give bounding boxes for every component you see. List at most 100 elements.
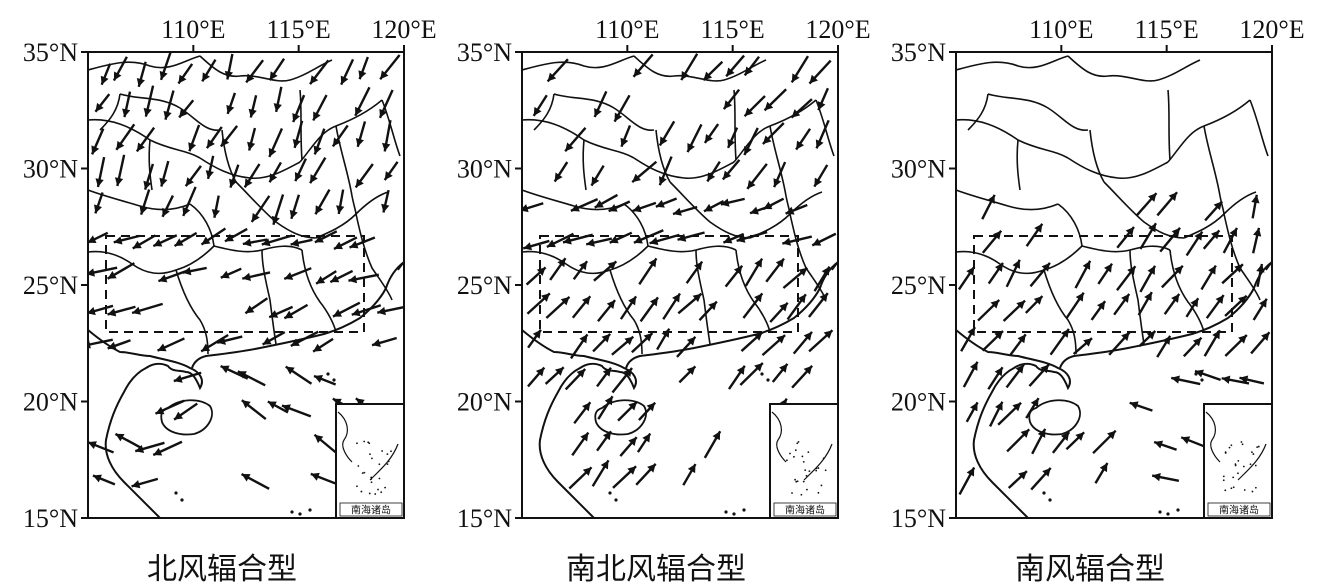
wind-arrow-head	[188, 142, 197, 152]
wind-arrow-head	[182, 206, 191, 216]
wind-arrow	[173, 371, 202, 383]
wind-arrow-head	[351, 308, 361, 317]
wind-arrow-head	[174, 238, 184, 247]
wind-arrow	[649, 233, 680, 246]
wind-arrow	[292, 94, 306, 123]
wind-arrow-head	[726, 67, 735, 77]
province-border	[1167, 89, 1171, 161]
wind-arrow	[377, 305, 404, 316]
wind-arrow-head	[174, 411, 184, 420]
inset-island	[1254, 464, 1257, 467]
wind-arrow-head	[753, 332, 763, 341]
wind-arrow-head	[116, 140, 125, 150]
wind-arrow	[997, 401, 1022, 426]
y-tick-label: 20°N	[23, 388, 78, 417]
wind-arrow-head	[202, 72, 210, 82]
caption-north-south-wind: 南北风辐合型	[566, 552, 746, 587]
wind-arrow-head	[316, 275, 326, 284]
wind-arrow	[1159, 227, 1181, 253]
inset-island	[363, 471, 366, 474]
y-tick-label: 25°N	[457, 271, 512, 300]
wind-arrow	[635, 463, 657, 486]
province-border	[967, 93, 989, 131]
wind-arrow	[639, 296, 659, 323]
wind-arrow	[177, 63, 194, 85]
wind-arrow	[619, 436, 638, 457]
wind-arrow	[1138, 330, 1157, 348]
wind-arrow-head	[159, 70, 168, 80]
wind-arrow	[292, 120, 304, 149]
province-border	[956, 118, 1069, 159]
province-border	[1081, 245, 1171, 253]
inset-island	[1222, 479, 1225, 482]
wind-arrow-head	[672, 293, 680, 303]
wind-arrow	[592, 333, 612, 353]
study-region-box	[539, 235, 799, 333]
wind-arrow-head	[687, 464, 696, 474]
wind-arrow	[88, 304, 114, 316]
wind-arrow-head	[136, 142, 145, 152]
wind-arrow	[594, 193, 619, 209]
inset-island	[1249, 463, 1252, 466]
wind-arrow-head	[608, 203, 618, 212]
wind-arrow-head	[1041, 262, 1050, 272]
province-border	[88, 245, 215, 275]
wind-arrow-head	[966, 266, 975, 276]
wind-arrow-head	[686, 366, 696, 376]
wind-arrow	[721, 159, 741, 181]
wind-arrow-head	[1181, 436, 1191, 445]
wind-arrow-head	[648, 258, 657, 268]
wind-arrow	[1007, 470, 1028, 489]
wind-arrow	[131, 302, 164, 315]
caption-south-wind: 南风辐合型	[1015, 552, 1165, 587]
inset-island	[1243, 489, 1246, 491]
wind-arrow	[95, 156, 106, 188]
inset-island	[1232, 476, 1235, 479]
wind-arrow-head	[241, 474, 251, 482]
wind-arrow-shaft	[88, 338, 114, 347]
map-content	[522, 53, 838, 518]
wind-arrow-head	[659, 136, 668, 146]
wind-arrow-head	[557, 258, 566, 268]
wind-arrow	[283, 267, 312, 281]
inset-island	[1234, 464, 1237, 467]
wind-arrow	[743, 95, 766, 118]
inset-island	[1222, 475, 1225, 478]
wind-arrow-head	[1171, 293, 1180, 303]
wind-arrow	[205, 155, 215, 180]
wind-arrow-head	[1012, 259, 1021, 269]
wind-arrow-head	[628, 296, 637, 306]
wind-arrow	[786, 293, 807, 321]
wind-arrow-head	[332, 398, 342, 407]
wind-arrow-head	[763, 201, 773, 210]
wind-arrow-head	[633, 235, 643, 244]
wind-arrow-head	[206, 139, 215, 149]
wind-arrow-head	[88, 307, 96, 316]
wind-arrow	[315, 270, 337, 285]
wind-arrow	[965, 401, 979, 423]
wind-arrow-head	[348, 275, 358, 284]
wind-arrow-head	[1040, 364, 1049, 374]
wind-arrow	[724, 265, 744, 288]
wind-arrow	[987, 262, 1004, 285]
y-tick-label: 15°N	[457, 504, 512, 533]
wind-arrow	[91, 128, 105, 155]
wind-arrow	[1065, 291, 1085, 319]
wind-arrow	[678, 365, 697, 384]
inset-island	[386, 463, 389, 466]
inset-island	[370, 476, 373, 479]
wind-arrow-head	[143, 180, 152, 190]
wind-arrow-head	[1237, 295, 1247, 305]
wind-arrow	[241, 399, 267, 421]
wind-arrow-head	[380, 70, 389, 80]
wind-arrow	[1074, 260, 1092, 289]
wind-arrow-head	[271, 215, 280, 225]
inset-island	[384, 486, 387, 489]
wind-arrow-head	[614, 112, 623, 122]
wind-arrow	[1024, 295, 1044, 314]
wind-arrow	[1129, 401, 1153, 412]
wind-arrow	[220, 267, 242, 279]
wind-arrow	[329, 269, 354, 284]
wind-arrow-head	[692, 293, 702, 303]
province-border	[88, 118, 201, 159]
